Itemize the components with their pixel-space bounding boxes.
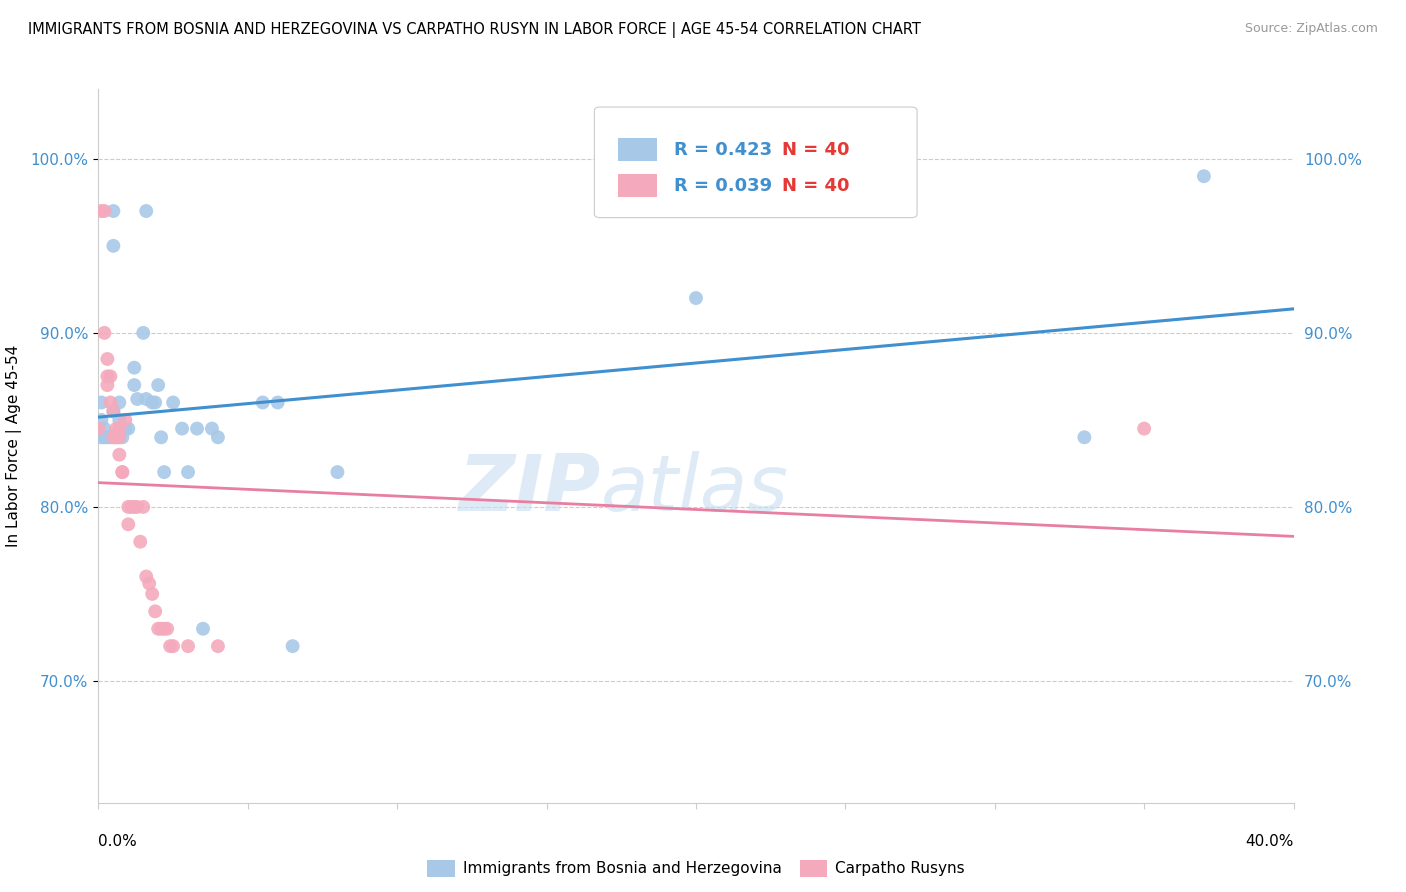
Point [90,204,112,219]
FancyBboxPatch shape [619,174,657,197]
Legend: Immigrants from Bosnia and Herzegovina, Carpatho Rusyns: Immigrants from Bosnia and Herzegovina, … [427,860,965,877]
Point [143,604,166,618]
Point [105,421,128,435]
Point [127,500,149,514]
Point [111,430,134,444]
Point [177,465,200,479]
Point [135,204,157,219]
Point [100,430,122,444]
Point [685,291,707,305]
Point [108,421,131,435]
Point [93,326,115,340]
Point [96,430,118,444]
Text: N = 40: N = 40 [782,177,849,194]
Point [141,395,163,409]
Point [207,430,229,444]
Point [1073,430,1095,444]
Point [135,569,157,583]
Point [90,395,112,409]
Point [186,421,208,435]
Point [105,430,128,444]
Point [124,500,146,514]
Point [96,369,118,384]
Point [93,430,115,444]
Point [117,517,139,532]
Point [103,430,125,444]
Point [108,395,131,409]
Point [150,430,173,444]
Text: ZIP: ZIP [458,450,600,527]
Point [148,378,170,392]
Point [103,239,125,253]
Point [124,378,146,392]
Point [105,430,128,444]
Point [120,500,142,514]
Point [117,421,139,435]
Point [132,326,155,340]
Point [1192,169,1215,184]
Point [103,404,125,418]
Point [100,395,122,409]
Point [103,404,125,418]
Text: Source: ZipAtlas.com: Source: ZipAtlas.com [1244,22,1378,36]
Point [103,204,125,219]
Point [127,392,149,406]
Point [267,395,290,409]
Point [93,204,115,219]
Point [90,430,112,444]
Point [124,360,146,375]
Point [138,576,160,591]
Y-axis label: In Labor Force | Age 45-54: In Labor Force | Age 45-54 [6,345,21,547]
Point [156,622,179,636]
Point [117,500,139,514]
Point [281,639,304,653]
Point [129,534,152,549]
Point [87,421,110,435]
Text: R = 0.423: R = 0.423 [675,141,772,159]
Text: 40.0%: 40.0% [1246,834,1294,849]
Point [1133,421,1156,435]
Point [96,351,118,366]
Point [90,413,112,427]
Point [114,413,136,427]
Point [191,622,214,636]
Point [172,421,194,435]
Point [207,639,229,653]
Point [326,465,349,479]
Point [153,622,176,636]
Point [108,413,131,427]
Point [177,639,200,653]
Point [162,395,184,409]
Point [108,448,131,462]
Point [150,622,173,636]
Point [153,465,176,479]
Point [159,639,181,653]
Point [114,421,136,435]
Point [132,500,155,514]
Text: atlas: atlas [600,450,789,527]
Point [143,395,166,409]
Text: N = 40: N = 40 [782,141,849,159]
Point [111,465,134,479]
Point [93,421,115,435]
Point [100,369,122,384]
Text: R = 0.039: R = 0.039 [675,177,772,194]
Point [96,378,118,392]
Point [148,622,170,636]
Point [252,395,274,409]
Text: IMMIGRANTS FROM BOSNIA AND HERZEGOVINA VS CARPATHO RUSYN IN LABOR FORCE | AGE 45: IMMIGRANTS FROM BOSNIA AND HERZEGOVINA V… [28,22,921,38]
Text: 0.0%: 0.0% [98,834,138,849]
Point [162,639,184,653]
Point [111,465,134,479]
Point [201,421,224,435]
Point [108,430,131,444]
Point [135,392,157,406]
Point [141,587,163,601]
FancyBboxPatch shape [619,138,657,161]
FancyBboxPatch shape [595,107,917,218]
